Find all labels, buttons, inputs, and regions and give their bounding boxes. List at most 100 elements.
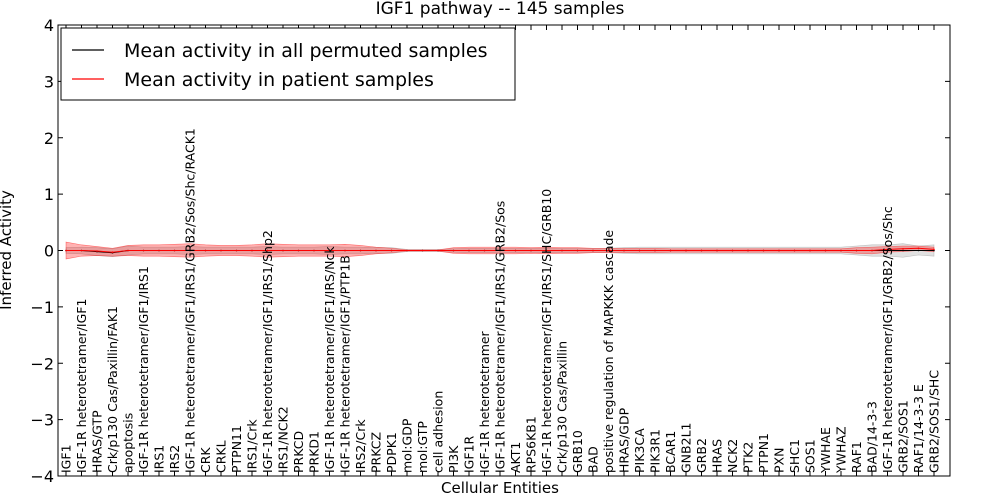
x-tick-label: RAF1 (849, 441, 864, 473)
point-permuted (902, 249, 904, 252)
x-tick-label: AKT1 (508, 442, 523, 473)
point-patient (530, 249, 532, 252)
x-tick-label: PTK2 (741, 442, 756, 473)
point-patient (638, 249, 641, 252)
point-patient (468, 249, 470, 252)
x-tick-label: PRKD1 (307, 431, 322, 473)
x-tick-label: PI3K (446, 445, 461, 473)
x-tick-label: IGF-1R heterotetramer/IGF1/IRS1/SHC/GRB1… (539, 189, 554, 473)
point-patient (592, 249, 594, 252)
y-tick-label: 1 (44, 185, 54, 204)
x-tick-label: IGF-1R heterotetramer/IGF1 (74, 299, 89, 473)
point-patient (313, 249, 315, 252)
point-patient (747, 249, 749, 252)
point-patient (111, 251, 114, 253)
point-patient (204, 249, 207, 252)
point-patient (840, 249, 842, 252)
x-tick-label: PDPK1 (384, 432, 399, 473)
point-patient (375, 249, 377, 252)
point-patient (359, 249, 362, 252)
x-tick-label: IGF-1R heterotetramer/IGF1/GRB2/Sos/Shc (880, 206, 895, 473)
legend-label-patient: Mean activity in patient samples (124, 69, 434, 91)
point-patient (437, 249, 439, 252)
y-axis-label: Inferred Activity (0, 190, 15, 310)
x-tick-label: GRB2/SOS1/SHC (927, 370, 942, 473)
point-patient (576, 249, 579, 252)
point-patient (855, 249, 858, 252)
y-tick-label: −2 (30, 354, 54, 373)
y-tick-label: −1 (30, 298, 54, 317)
point-patient (685, 249, 687, 252)
point-patient (654, 249, 656, 252)
x-tick-label: PIK3CA (632, 428, 647, 473)
point-patient (669, 249, 672, 252)
point-patient (917, 247, 920, 250)
y-tick-label: 0 (44, 242, 54, 261)
x-tick-label: BAD/14-3-3 (865, 401, 880, 473)
x-tick-label: GRB2 (694, 438, 709, 473)
point-patient (483, 249, 486, 252)
legend-label-permuted: Mean activity in all permuted samples (124, 40, 487, 62)
point-patient (452, 249, 455, 252)
point-patient (251, 249, 253, 252)
x-axis-label: Cellular Entities (441, 479, 559, 497)
point-patient (421, 249, 424, 252)
x-tick-label: IRS1/NCK2 (276, 406, 291, 473)
x-axis: IGF1 IGF-1R heterotetramer/IGF1 HRAS/GTP Cr… (59, 25, 942, 476)
x-tick-label: CRK (198, 447, 213, 473)
point-patient (235, 249, 238, 252)
point-patient (871, 249, 873, 252)
x-tick-label: mol:GTP (415, 421, 430, 473)
point-patient (282, 249, 284, 252)
x-tick-label: YWHAZ (834, 426, 849, 474)
point-patient (328, 249, 331, 252)
point-patient (158, 249, 160, 252)
point-patient (266, 249, 269, 252)
x-tick-label: PRKCZ (369, 432, 384, 473)
y-tick-label: −3 (30, 411, 54, 430)
point-patient (189, 249, 191, 252)
x-tick-label: HRAS/GTP (90, 410, 105, 473)
point-patient (545, 249, 548, 252)
x-tick-label: PRKCD (291, 431, 306, 473)
point-patient (514, 249, 517, 252)
x-tick-label: IGF1 (59, 444, 74, 473)
legend: Mean activity in all permuted samples Me… (60, 27, 516, 101)
point-patient (344, 249, 346, 252)
y-tick-label: 4 (44, 16, 54, 35)
point-patient (731, 249, 734, 252)
point-patient (778, 249, 780, 252)
point-permuted (933, 249, 935, 252)
series-lines (65, 247, 935, 254)
point-patient (297, 249, 300, 252)
y-tick-label: 3 (44, 72, 54, 91)
point-patient (142, 249, 145, 252)
point-permuted (886, 249, 889, 252)
x-tick-label: PTPN1 (756, 433, 771, 473)
x-tick-label: apoptosis (121, 413, 136, 473)
point-patient (762, 249, 765, 252)
plot-area-frame (57, 24, 951, 477)
point-patient (173, 249, 176, 252)
x-tick-label: IGF-1R heterotetramer (477, 330, 492, 473)
x-tick-label: Crk/p130 Cas/Paxillin/FAK1 (105, 306, 120, 473)
y-tick-label: −4 (30, 467, 54, 486)
x-tick-label: BAD (586, 446, 601, 473)
point-patient (561, 249, 563, 252)
x-tick-label: mol:GDP (400, 418, 415, 473)
point-patient (902, 248, 904, 250)
x-tick-label: NCK2 (725, 439, 740, 473)
x-tick-label: SOS1 (803, 439, 818, 473)
point-patient (886, 248, 889, 251)
x-tick-label: IRS1/Crk (245, 419, 260, 473)
chart-title: IGF1 pathway -- 145 samples (376, 0, 625, 19)
x-tick-label: BCAR1 (663, 431, 678, 473)
x-tick-label: IGF-1R heterotetramer/IGF1/IRS1/GRB2/Sos (493, 201, 508, 473)
point-patient (220, 249, 222, 252)
point-patient (65, 249, 67, 252)
x-tick-label: IGF1R (462, 435, 477, 473)
point-patient (933, 248, 935, 251)
point-patient (499, 249, 501, 252)
point-patient (80, 249, 83, 252)
x-tick-label: IRS2 (167, 445, 182, 473)
